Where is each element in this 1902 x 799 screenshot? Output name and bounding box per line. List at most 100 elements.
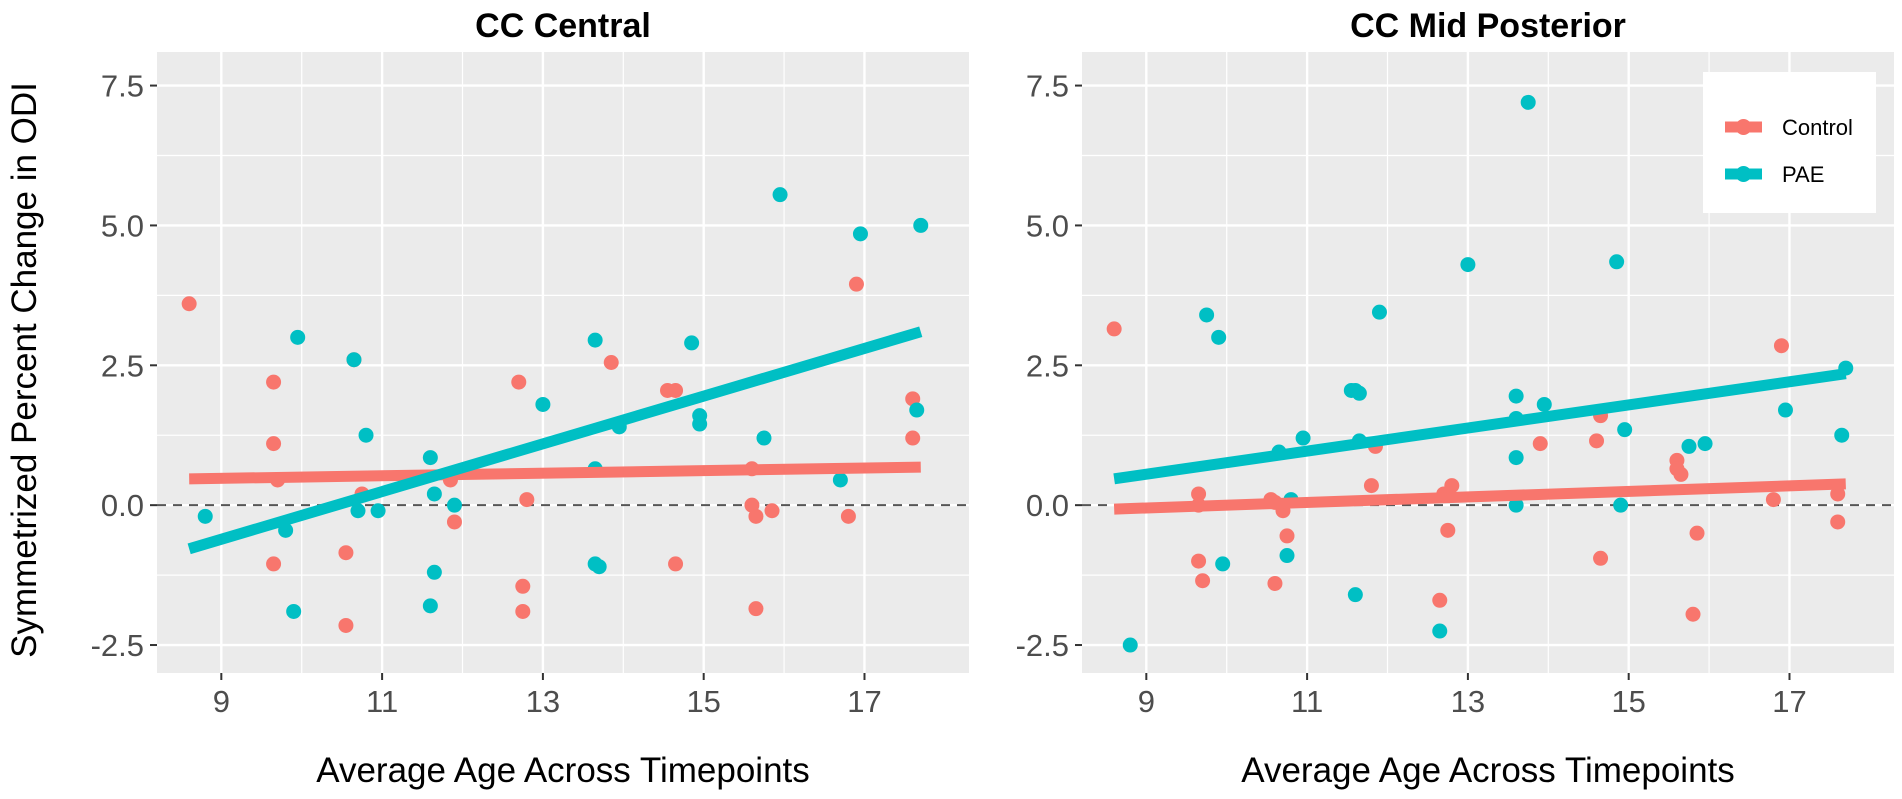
point-pae	[1215, 556, 1231, 572]
trend-line-pae	[187, 326, 923, 555]
point-pae	[1617, 422, 1633, 438]
point-control	[519, 492, 535, 508]
x-tick-label: 11	[366, 684, 398, 719]
legend-label-pae: PAE	[1782, 162, 1824, 187]
point-control	[266, 436, 282, 452]
point-pae	[587, 332, 603, 348]
point-pae	[346, 352, 362, 368]
y-tick-label: -2.5	[1016, 628, 1069, 663]
point-control	[511, 374, 527, 390]
point-pae	[909, 402, 925, 418]
point-control	[905, 430, 921, 446]
x-tick-label: 17	[847, 684, 881, 719]
point-pae	[1520, 94, 1536, 110]
y-axis-title: Symmetrized Percent Change in ODI	[5, 82, 44, 658]
x-tick-label: 13	[1451, 684, 1485, 719]
point-control	[1773, 338, 1789, 354]
point-control	[1363, 478, 1379, 494]
x-tick-labels: 9 11 13 15 17	[213, 673, 882, 719]
x-tick-label: 9	[213, 684, 230, 719]
point-pae	[290, 329, 306, 345]
panel-title-cc-mid-posterior: CC Mid Posterior	[1350, 7, 1626, 45]
point-control	[181, 296, 197, 312]
point-pae	[1777, 402, 1793, 418]
point-control	[1267, 575, 1283, 591]
point-pae	[684, 335, 700, 351]
point-pae	[1432, 623, 1448, 639]
point-control	[748, 601, 764, 617]
point-pae	[535, 396, 551, 412]
legend-label-control: Control	[1782, 115, 1853, 140]
point-pae	[422, 598, 438, 614]
point-control	[668, 556, 684, 572]
trend-line-control	[1113, 478, 1846, 515]
x-axis-title-cc-mid-posterior: Average Age Across Timepoints	[1241, 751, 1735, 790]
point-control	[266, 374, 282, 390]
point-control	[1765, 492, 1781, 508]
point-pae	[1536, 396, 1552, 412]
point-control	[1195, 573, 1211, 589]
point-pae	[197, 508, 213, 524]
point-control	[748, 508, 764, 524]
y-tick-label: 2.5	[101, 348, 144, 383]
y-tick-label: -2.5	[91, 628, 144, 663]
y-tick-label: 7.5	[1026, 69, 1069, 104]
data-points	[181, 187, 929, 633]
point-pae	[1199, 307, 1215, 323]
point-control	[764, 503, 780, 519]
point-pae	[832, 472, 848, 488]
point-control	[1440, 522, 1456, 538]
point-pae	[772, 187, 788, 203]
x-tick-label: 17	[1772, 684, 1806, 719]
y-tick-label: 5.0	[101, 208, 144, 243]
y-tick-label: 0.0	[101, 488, 144, 523]
point-control	[1589, 433, 1605, 449]
point-pae	[1351, 385, 1367, 401]
x-tick-label: 9	[1138, 684, 1155, 719]
point-pae	[286, 603, 302, 619]
panel-cc-mid-posterior: CC Mid Posterior -2.5 0.0 2.5 5.0 7.5 9 11 13 1…	[1016, 7, 1894, 790]
panel-cc-central: CC Central -2.5 0.0 2.5 5.0 7.5 9 11 13 15 17 Av…	[91, 7, 969, 790]
point-control	[515, 578, 531, 594]
point-control	[1191, 486, 1207, 502]
x-tick-label: 15	[686, 684, 720, 719]
legend-item-pae: PAE	[1725, 162, 1824, 187]
grid	[157, 52, 969, 673]
point-pae	[1508, 450, 1524, 466]
point-pae	[852, 226, 868, 242]
legend-key-control-point	[1735, 119, 1752, 135]
y-tick-label: 7.5	[101, 69, 144, 104]
point-pae	[1609, 254, 1625, 270]
point-pae	[692, 408, 708, 424]
plot-background	[157, 52, 969, 673]
point-pae	[446, 497, 462, 513]
panel-title-cc-central: CC Central	[475, 7, 651, 45]
point-pae	[1460, 257, 1476, 273]
point-pae	[350, 503, 366, 519]
point-pae	[1295, 430, 1311, 446]
point-control	[840, 508, 856, 524]
point-control	[668, 382, 684, 398]
legend-key-pae-point	[1735, 166, 1752, 182]
point-pae	[1834, 427, 1850, 443]
point-control	[1106, 321, 1122, 337]
point-control	[1689, 525, 1705, 541]
point-control	[1685, 606, 1701, 622]
point-pae	[1347, 587, 1363, 603]
point-control	[1673, 466, 1689, 482]
point-control	[1830, 486, 1846, 502]
point-pae	[370, 503, 386, 519]
point-pae	[422, 450, 438, 466]
point-control	[1593, 550, 1609, 566]
point-control	[1432, 592, 1448, 608]
point-pae	[1613, 497, 1629, 513]
point-control	[1279, 528, 1295, 544]
point-pae	[426, 564, 442, 580]
legend: Control PAE	[1703, 72, 1876, 213]
point-pae	[1371, 304, 1387, 320]
point-control	[848, 276, 864, 292]
point-control	[1830, 514, 1846, 530]
trend-lines	[187, 326, 923, 555]
x-axis-title-cc-central: Average Age Across Timepoints	[316, 751, 810, 790]
